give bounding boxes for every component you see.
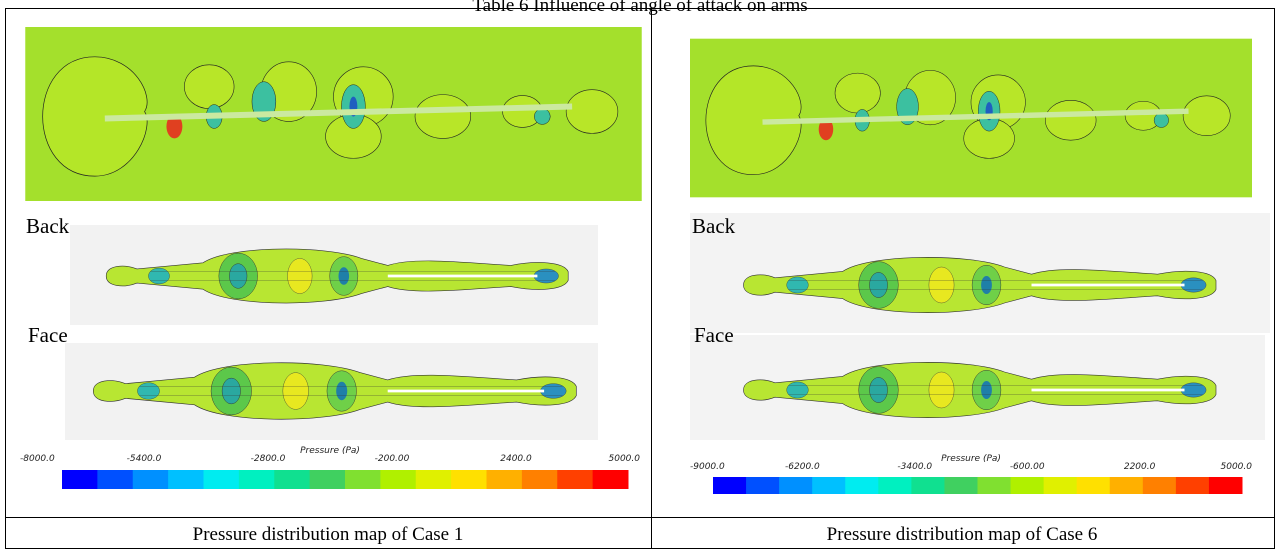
colorbar-tick-label: 5000.0 <box>609 454 641 464</box>
flow-field-image <box>25 27 641 201</box>
colorbar-swatch <box>1077 477 1111 494</box>
colorbar-swatch <box>168 470 204 489</box>
colorbar-tick-label: -600.00 <box>1010 462 1045 472</box>
colorbar-swatch <box>911 477 945 494</box>
colorbar-swatch <box>557 470 593 489</box>
colorbar-tick-label: 2400.0 <box>500 454 532 464</box>
face-label: Face <box>694 323 734 347</box>
colorbar-swatch <box>978 477 1012 494</box>
back-label: Back <box>26 214 70 238</box>
colorbar-swatch <box>1209 477 1243 494</box>
colorbar-swatch <box>62 470 98 489</box>
colorbar-swatch <box>97 470 133 489</box>
colorbar-tick-label: -3400.0 <box>897 462 932 472</box>
flow-field-image <box>690 39 1252 198</box>
colorbar-swatch <box>522 470 558 489</box>
colorbar-swatch <box>944 477 978 494</box>
colorbar-swatch <box>1044 477 1078 494</box>
caption: Pressure distribution map of Case 6 <box>827 524 1098 545</box>
colorbar-tick-label: -2800.0 <box>251 454 286 464</box>
colorbar-swatch <box>713 477 747 494</box>
colorbar-swatch <box>845 477 879 494</box>
colorbar-swatch <box>204 470 240 489</box>
face-label: Face <box>28 323 68 347</box>
colorbar-tick-label: -9000.0 <box>690 462 725 472</box>
colorbar-swatch <box>487 470 523 489</box>
colorbar-swatch <box>812 477 846 494</box>
colorbar-title: Pressure (Pa) <box>300 446 360 456</box>
back-label: Back <box>692 214 736 238</box>
colorbar-swatch <box>451 470 487 489</box>
colorbar-swatch <box>878 477 912 494</box>
colorbar-swatch <box>416 470 452 489</box>
colorbar-swatch <box>239 470 275 489</box>
colorbar-swatch <box>310 470 346 489</box>
colorbar-tick-label: 5000.0 <box>1221 462 1253 472</box>
colorbar-swatch <box>380 470 416 489</box>
colorbar-swatch <box>133 470 169 489</box>
colorbar-tick-label: 2200.0 <box>1124 462 1156 472</box>
colorbar-tick-label: -200.00 <box>375 454 410 464</box>
colorbar-swatch <box>746 477 780 494</box>
colorbar-tick-label: -6200.0 <box>785 462 820 472</box>
colorbar-swatch <box>1110 477 1144 494</box>
colorbar-swatch <box>1011 477 1045 494</box>
colorbar-tick-label: -8000.0 <box>20 454 55 464</box>
caption: Pressure distribution map of Case 1 <box>193 524 464 545</box>
colorbar-swatch <box>779 477 813 494</box>
colorbar-title: Pressure (Pa) <box>941 454 1001 464</box>
colorbar-swatch <box>1143 477 1177 494</box>
page: Table 6 Influence of angle of attack on … <box>0 0 1280 549</box>
colorbar-swatch <box>274 470 310 489</box>
colorbar-swatch <box>593 470 629 489</box>
colorbar-swatch <box>345 470 381 489</box>
colorbar-swatch <box>1176 477 1210 494</box>
colorbar-tick-label: -5400.0 <box>127 454 162 464</box>
